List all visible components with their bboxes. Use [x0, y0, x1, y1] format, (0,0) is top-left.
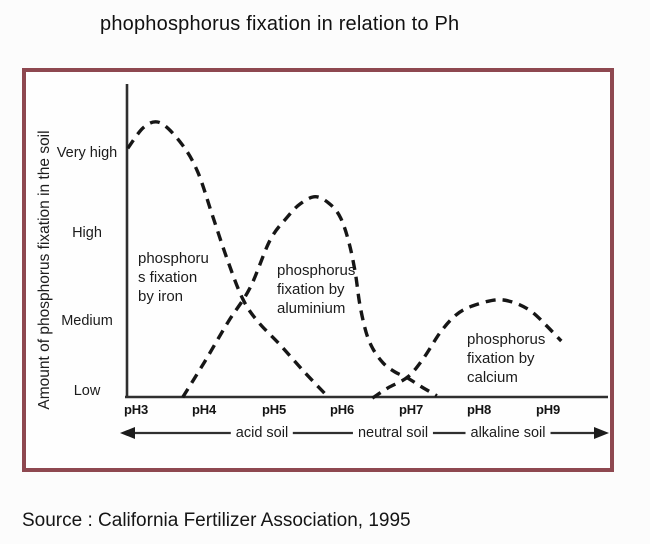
y-tick-medium: Medium: [61, 313, 113, 329]
x-tick-ph9: pH9: [536, 402, 560, 417]
annotation-line: aluminium: [277, 300, 346, 317]
annotation-line: fixation by: [277, 281, 345, 298]
annotation-iron: phosphoru s fixation by iron: [138, 249, 209, 306]
zone-label-neutral-soil: neutral soil: [352, 425, 434, 441]
annotation-line: phosphorus: [467, 331, 546, 348]
annotation-aluminium: phosphorus fixation by aluminium: [277, 261, 355, 318]
annotation-line: s fixation: [138, 269, 198, 286]
y-tick-very-high: Very high: [56, 145, 118, 161]
arrow-left-icon: [120, 427, 135, 439]
curve-phosphorus-fixation-by-calcium: [371, 298, 563, 400]
x-tick-ph4: pH4: [192, 402, 216, 417]
annotation-line: phosphorus: [277, 262, 356, 279]
arrow-right-icon: [594, 427, 609, 439]
annotation-line: phosphoru: [138, 250, 209, 267]
x-tick-ph6: pH6: [330, 402, 354, 417]
y-tick-high: High: [72, 225, 102, 241]
x-tick-ph3: pH3: [124, 402, 148, 417]
annotation-line: fixation by: [467, 350, 535, 367]
zone-label-alkaline-soil: alkaline soil: [465, 425, 551, 441]
figure-title: phophosphorus fixation in relation to Ph: [100, 13, 460, 35]
annotation-line: by iron: [138, 288, 184, 305]
annotation-calcium: phosphorus fixation by calcium: [467, 330, 545, 387]
x-tick-ph5: pH5: [262, 402, 286, 417]
curve-phosphorus-fixation-by-aluminium: [181, 195, 438, 399]
y-tick-low: Low: [73, 383, 101, 399]
x-tick-ph8: pH8: [467, 402, 491, 417]
zone-label-acid-soil: acid soil: [230, 425, 294, 441]
source-caption: Source : California Fertilizer Associati…: [22, 510, 411, 531]
annotation-line: calcium: [467, 369, 518, 386]
curve-phosphorus-fixation-by-iron: [126, 120, 329, 397]
figure-frame: [22, 68, 614, 472]
x-tick-ph7: pH7: [399, 402, 423, 417]
